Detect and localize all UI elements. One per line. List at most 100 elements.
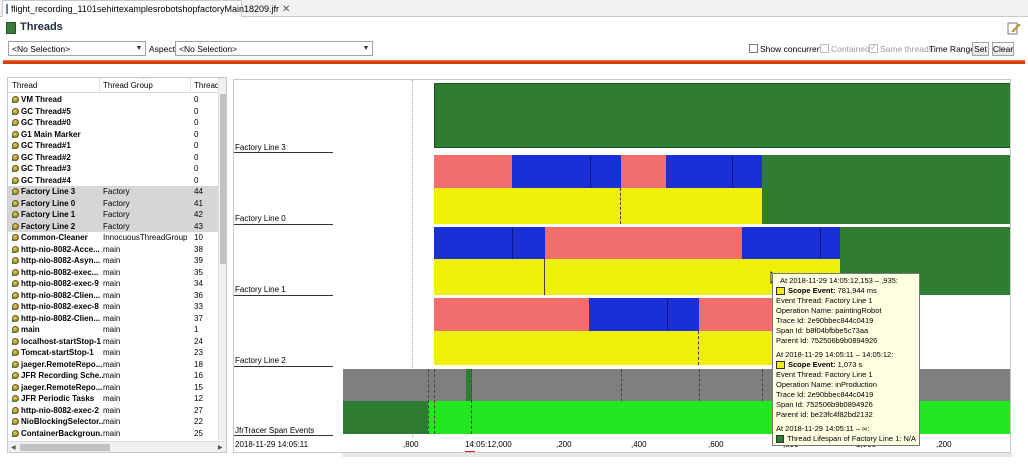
table-row[interactable]: GC Thread#5 0 [8,106,218,118]
table-row[interactable]: GC Thread#3 0 [8,163,218,175]
thread-id-cell: 0 [194,118,199,127]
jfrtracer-active[interactable] [428,401,1010,434]
column-header-thread-id[interactable]: Thread [194,81,220,90]
thread-name-cell: http-nio-8082-exec-2 [12,405,103,417]
vertical-scrollbar[interactable] [218,78,226,440]
close-icon[interactable]: ✕ [282,3,291,15]
column-header-thread-group[interactable]: Thread Group [103,81,153,90]
span-event[interactable] [621,155,666,188]
scope-color-swatch [776,361,785,369]
tooltip-event-1-line: Trace Id: 2e90bbec844c0419 [776,316,874,325]
table-row[interactable]: Tomcat-startStop-1 main 23 [8,347,218,359]
table-row[interactable]: http-nio-8082-exec-9 main 34 [8,278,218,290]
table-row[interactable]: JFR Periodic Tasks main 12 [8,393,218,405]
chart-horizontal-scrollbar[interactable] [342,453,1012,457]
lane-factory-line-0-lifespan[interactable] [762,155,1010,224]
table-row[interactable]: Factory Line 3 Factory 44 [8,186,218,198]
thread-name: http-nio-8082-exec-8 [21,302,99,311]
thread-id-cell: 24 [194,336,203,346]
axis-tick: ,600 [708,440,724,449]
same-threads-checkbox[interactable] [869,44,878,53]
table-row[interactable]: http-nio-8082-exec-8 main 33 [8,301,218,313]
set-button[interactable]: Set [972,42,989,56]
thread-group-cell: main [103,382,121,392]
table-row[interactable]: GC Thread#1 0 [8,140,218,152]
span-event[interactable] [434,298,589,331]
span-event[interactable] [545,227,742,259]
table-row[interactable]: GC Thread#4 0 [8,175,218,187]
table-row[interactable]: main main 1 [8,324,218,336]
table-row[interactable]: ContainerBackgroun... main 25 [8,428,218,440]
vertical-scroll-thumb[interactable] [220,94,226,264]
thread-group-cell: Factory [103,187,130,196]
lane-factory-line-3-lifespan[interactable] [434,83,1010,148]
span-event[interactable] [590,155,621,188]
column-header-thread[interactable]: Thread [12,81,38,90]
table-row[interactable]: GC Thread#0 0 [8,117,218,129]
table-row[interactable]: G1 Main Marker 0 [8,129,218,141]
thread-chart[interactable]: Factory Line 3 Factory Line 0 Factory Li… [233,79,1011,453]
scope-event[interactable] [434,331,699,365]
scope-event[interactable] [434,259,545,295]
thread-id-cell: 34 [194,279,203,288]
table-row[interactable]: Common-Cleaner InnocuousThreadGroup 10 [8,232,218,244]
span-event[interactable] [512,227,545,259]
table-row[interactable]: http-nio-8082-Clien... main 36 [8,290,218,302]
thread-name-cell: Factory Line 1 [12,209,103,221]
scroll-right-icon[interactable]: ▶ [218,445,223,451]
span-event[interactable] [434,155,512,188]
span-event[interactable] [667,298,699,331]
table-row[interactable]: jaeger.RemoteRepo... main 15 [8,382,218,394]
horizontal-scroll-thumb[interactable] [20,444,110,451]
thread-group-cell: main [103,336,121,346]
table-row[interactable]: JFR Recording Sche... main 16 [8,370,218,382]
table-row[interactable]: Factory Line 1 Factory 42 [8,209,218,221]
scroll-left-icon[interactable]: ◀ [11,445,16,451]
table-row[interactable]: http-nio-8082-Asyn... main 39 [8,255,218,267]
scope-event[interactable] [699,331,779,365]
span-marker[interactable] [466,369,472,401]
thread-name-cell: http-nio-8082-exec... [12,267,103,279]
thread-id-cell: 16 [194,371,203,380]
editor-tab-label: flight_recording_1101sehirtexamplesrobot… [11,4,279,14]
show-concurrent-checkbox[interactable] [749,44,758,53]
clear-button[interactable]: Clear [992,42,1014,56]
table-row[interactable]: Factory Line 0 Factory 41 [8,197,218,209]
span-event[interactable] [434,227,512,259]
scope-event[interactable] [621,188,762,224]
time-cursor-marker[interactable] [465,451,475,452]
span-event[interactable] [512,155,590,188]
span-event[interactable] [732,155,762,188]
table-row[interactable]: http-nio-8082-Acce... main 38 [8,244,218,256]
selection-combo[interactable]: <No Selection> ▼ [8,41,146,56]
span-event[interactable] [666,155,732,188]
aspect-combo[interactable]: <No Selection> ▼ [175,41,373,56]
table-header: Thread Thread Group ^ Thread [8,78,226,93]
table-row[interactable]: http-nio-8082-exec-2 main 27 [8,405,218,417]
table-row[interactable]: NioBlockingSelector... main 22 [8,416,218,428]
span-event[interactable] [820,227,840,259]
editor-tab[interactable]: flight_recording_1101sehirtexamplesrobot… [2,0,290,17]
lane-label-factory-line-2: Factory Line 2 [235,356,286,365]
lane-divider [234,435,333,436]
span-event[interactable] [589,298,667,331]
span-event[interactable] [742,227,820,259]
scope-event[interactable] [434,188,621,224]
contained-checkbox[interactable] [820,44,829,53]
thread-name-cell: http-nio-8082-Clien... [12,290,103,302]
table-row[interactable]: VM Thread 0 [8,94,218,106]
table-row[interactable]: Factory Line 2 Factory 43 [8,220,218,232]
thread-id-cell: 0 [194,95,199,104]
table-row[interactable]: http-nio-8082-Clien... main 37 [8,313,218,325]
table-row[interactable]: jaeger.RemoteRepo... main 18 [8,359,218,371]
jfrtracer-lifespan[interactable] [343,401,428,434]
tooltip-header-1: At 2018-11-29 14:05:12,153 – ,935: [780,276,898,285]
edit-icon[interactable] [1007,21,1021,35]
thread-icon [12,280,19,288]
span-event[interactable] [699,298,779,331]
table-row[interactable]: localhost-startStop-1 main 24 [8,336,218,348]
table-row[interactable]: GC Thread#2 0 [8,152,218,164]
thread-name-cell: main [12,324,103,336]
horizontal-scrollbar[interactable]: ◀ ▶ [8,441,226,452]
table-row[interactable]: http-nio-8082-exec... main 35 [8,267,218,279]
